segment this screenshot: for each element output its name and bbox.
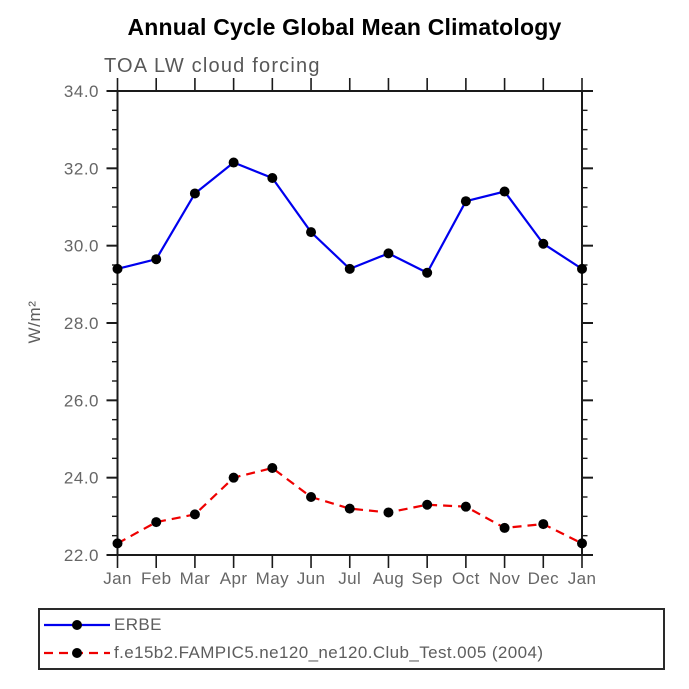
data-point-marker: [538, 519, 549, 530]
y-tick-label: 24.0: [64, 469, 99, 488]
legend-label-erbe: ERBE: [114, 615, 162, 634]
y-tick-label: 34.0: [64, 82, 99, 101]
series-line-0: [117, 161, 583, 275]
x-tick-label: Aug: [373, 569, 404, 588]
data-point-marker: [112, 538, 123, 549]
data-point-marker: [228, 157, 239, 168]
data-point-marker: [460, 196, 471, 207]
data-point-marker: [538, 238, 549, 249]
data-point-marker: [306, 227, 317, 238]
data-point-marker: [344, 503, 355, 514]
model-line-sample-icon: [44, 648, 110, 658]
x-tick-label: Sep: [411, 569, 442, 588]
data-point-marker: [460, 501, 471, 512]
x-tick-label: Mar: [180, 569, 210, 588]
x-tick-label: Jul: [338, 569, 361, 588]
erbe-line-sample-icon: [44, 620, 110, 630]
x-tick-label: Oct: [452, 569, 480, 588]
y-axis-title: W/m²: [25, 301, 44, 344]
plot-area: TOA LW cloud forcing W/m² 22.0 24.0 26.0 28…: [25, 55, 596, 588]
data-point-marker: [422, 267, 433, 278]
data-point-marker: [383, 507, 394, 518]
x-tick-label: Nov: [489, 569, 521, 588]
data-point-marker: [112, 263, 123, 274]
legend-box: ERBE f.e15b2.FAMPIC5.ne120_ne120.Club_Te…: [38, 608, 665, 670]
data-point-marker: [577, 263, 587, 274]
y-tick-label: 28.0: [64, 314, 99, 333]
data-point-marker: [267, 463, 278, 473]
chart-title: Annual Cycle Global Mean Climatology: [127, 14, 562, 40]
x-tick-label: Jan: [103, 569, 132, 588]
y-tick-label: 26.0: [64, 391, 99, 410]
plot-frame: [116, 90, 583, 556]
data-point-marker: [383, 248, 394, 259]
data-point-marker: [499, 186, 510, 197]
chart-subtitle: TOA LW cloud forcing: [104, 55, 321, 77]
y-tick-label: 30.0: [64, 237, 99, 256]
series-layer: [112, 157, 587, 549]
axis-ticks: 22.0 24.0 26.0 28.0 30.0 32.0 34.0 Jan Feb Mar Apr…: [64, 78, 596, 588]
data-point-marker: [344, 263, 355, 274]
data-point-marker: [151, 517, 162, 528]
x-tick-label: Jun: [297, 569, 326, 588]
legend-row-erbe: ERBE: [42, 612, 663, 638]
x-tick-label: May: [256, 569, 289, 588]
legend-row-model: f.e15b2.FAMPIC5.ne120_ne120.Club_Test.00…: [42, 640, 663, 666]
data-point-marker: [267, 173, 278, 183]
x-tick-label: Dec: [528, 569, 560, 588]
data-point-marker: [228, 472, 239, 483]
data-point-marker: [499, 522, 510, 533]
data-point-marker: [422, 499, 433, 510]
data-point-marker: [577, 538, 587, 549]
y-tick-label: 22.0: [64, 546, 99, 565]
x-tick-label: Feb: [141, 569, 172, 588]
y-tick-label: 32.0: [64, 159, 99, 178]
data-point-marker: [189, 509, 200, 520]
x-tick-label: Apr: [220, 569, 248, 588]
data-point-marker: [306, 492, 317, 502]
plot-frame-rect: [116, 90, 583, 556]
data-point-marker: [189, 188, 200, 199]
legend-label-model: f.e15b2.FAMPIC5.ne120_ne120.Club_Test.00…: [114, 643, 544, 662]
data-point-marker: [151, 254, 162, 265]
x-tick-label: Jan: [568, 569, 597, 588]
